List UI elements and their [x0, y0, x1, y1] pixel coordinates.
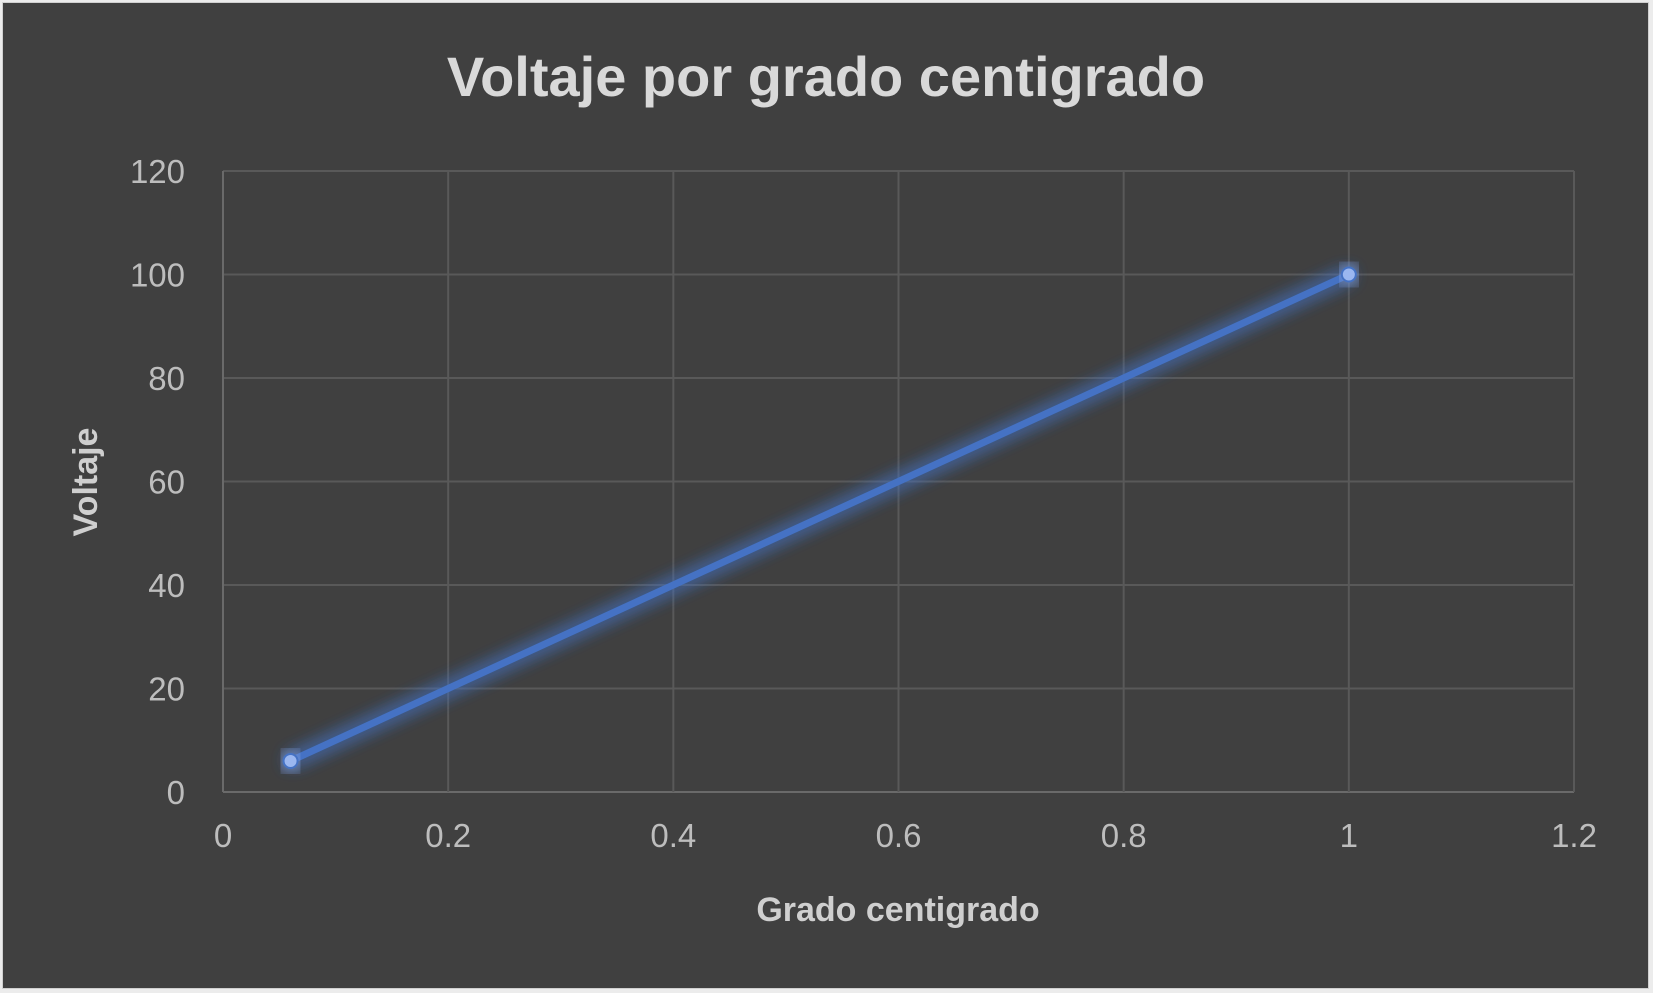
y-tick-label: 20 — [148, 671, 185, 708]
x-tick-label: 0 — [214, 817, 232, 854]
series-layer — [282, 266, 1357, 769]
y-tick-label: 60 — [148, 464, 185, 501]
y-tick-label: 100 — [130, 257, 185, 294]
x-axis-title: Grado centigrado — [756, 891, 1039, 929]
x-tick-label: 1 — [1340, 817, 1358, 854]
x-tick-label: 1.2 — [1551, 817, 1597, 854]
x-tick-label: 0.8 — [1101, 817, 1147, 854]
x-tick-label: 0.4 — [650, 817, 696, 854]
y-axis-title: Voltaje — [67, 428, 105, 537]
x-tick-label: 0.2 — [425, 817, 471, 854]
y-tick-label: 120 — [130, 153, 185, 190]
ticks-layer: 0 20 40 60 80 100 120 0 0.2 0.4 0.6 0.8 1 1.2 — [130, 153, 1597, 854]
y-tick-label: 40 — [148, 567, 185, 604]
x-tick-label: 0.6 — [876, 817, 922, 854]
data-point — [1340, 266, 1357, 283]
chart-title: Voltaje por grado centigrado — [447, 45, 1205, 108]
y-tick-label: 0 — [167, 774, 185, 811]
series-line — [287, 271, 1353, 765]
y-tick-label: 80 — [148, 360, 185, 397]
data-point — [282, 752, 299, 769]
